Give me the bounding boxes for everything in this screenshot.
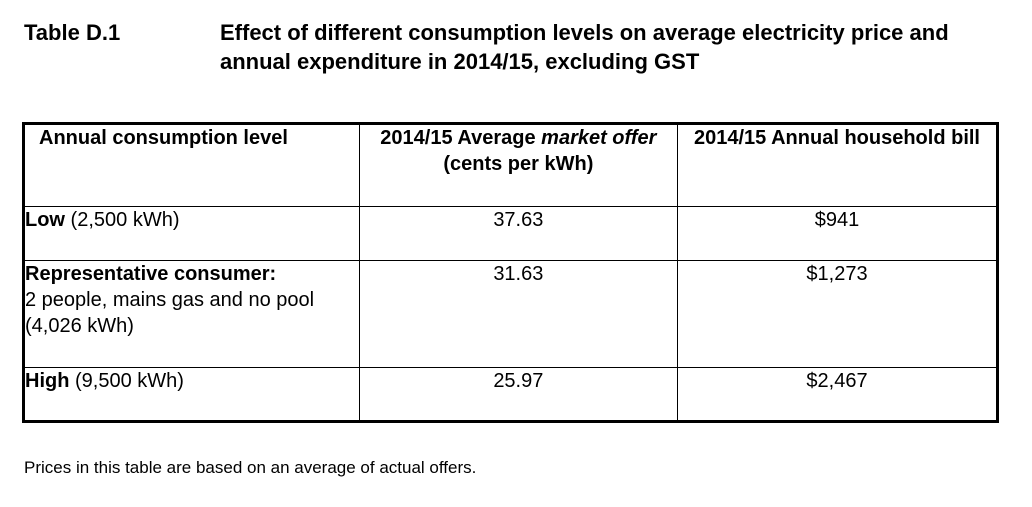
header-annual-household-bill: 2014/15 Annual household bill — [678, 124, 998, 207]
table-header-row: Annual consumption level 2014/15 Average… — [24, 124, 998, 207]
bill-cell: $941 — [678, 207, 998, 261]
table-row: Low (2,500 kWh) 37.63 $941 — [24, 207, 998, 261]
row-label-high: High (9,500 kWh) — [24, 368, 360, 422]
table-row: High (9,500 kWh) 25.97 $2,467 — [24, 368, 998, 422]
row-label-low: Low (2,500 kWh) — [24, 207, 360, 261]
bill-cell: $1,273 — [678, 261, 998, 368]
table-row: Representative consumer: 2 people, mains … — [24, 261, 998, 368]
price-cell: 37.63 — [359, 207, 677, 261]
price-cell: 31.63 — [359, 261, 677, 368]
table-number: Table D.1 — [24, 18, 120, 47]
header-consumption-level: Annual consumption level — [24, 124, 360, 207]
bill-cell: $2,467 — [678, 368, 998, 422]
header-average-market-offer: 2014/15 Average market offer (cents per … — [359, 124, 677, 207]
row-label-representative: Representative consumer: 2 people, mains … — [24, 261, 360, 368]
consumption-table: Annual consumption level 2014/15 Average… — [22, 122, 999, 423]
table-footnote: Prices in this table are based on an ave… — [24, 458, 476, 478]
price-cell: 25.97 — [359, 368, 677, 422]
table-title: Effect of different consumption levels o… — [220, 18, 980, 76]
